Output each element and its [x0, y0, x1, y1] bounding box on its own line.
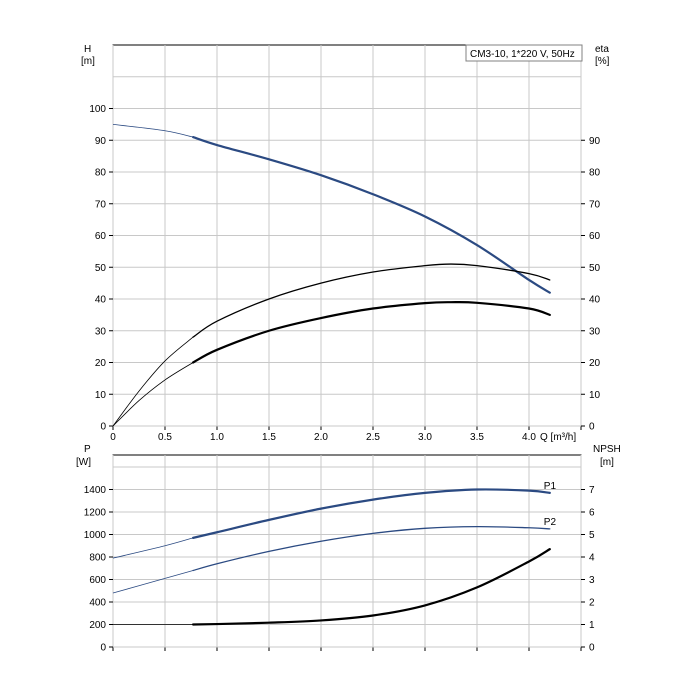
top-right-tick-label: 90	[589, 136, 601, 147]
bottom-left-tick-label: 0	[100, 643, 106, 654]
bottom-left-tick-label: 1400	[84, 485, 107, 496]
bottom-axis-titles: P [W] NPSH [m]	[76, 444, 621, 468]
bottom-left-axis-unit: [W]	[76, 457, 91, 468]
top-left-tick-label: 80	[95, 168, 107, 179]
bottom-right-tick-label: 3	[589, 575, 595, 586]
x-tick-label: 4.0	[522, 432, 536, 443]
x-tick-label: 0	[110, 432, 116, 443]
top-right-tick-label: 60	[589, 231, 601, 242]
legend-box-frame	[465, 44, 583, 62]
top-right-tick-label: 20	[589, 358, 601, 369]
legend-box: CM3-10, 1*220 V, 50Hz	[465, 44, 583, 62]
x-tick-label: 3.5	[470, 432, 484, 443]
bottom-p2-curve-extended	[112, 570, 194, 594]
bottom-right-tick-label: 6	[589, 508, 595, 519]
top-right-tick-label: 50	[589, 263, 601, 274]
top-left-tick-label: 50	[95, 263, 107, 274]
bottom-left-tick-label: 1000	[84, 530, 107, 541]
top-left-axis-label: H	[84, 44, 91, 55]
top-right-tick-label: 40	[589, 295, 601, 306]
bottom-p2-curve	[192, 525, 551, 572]
top-left-tick-label: 30	[95, 326, 107, 337]
top-eta1-curve	[192, 263, 551, 338]
x-tick-label: 1.0	[210, 432, 224, 443]
top-left-tick-label: 90	[95, 136, 107, 147]
bottom-right-tick-label: 2	[589, 598, 595, 609]
x-tick-label: 3.0	[418, 432, 432, 443]
bottom-left-tick-label: 1200	[84, 508, 107, 519]
series-label-p1: P1	[544, 481, 557, 492]
top-chart: 0 0.5 1.0 1.5 2.0 2.5 3.0 3.5 4.0 0 10 20 30 40 50 60 70…	[89, 44, 601, 443]
top-left-axis-unit: [m]	[81, 56, 95, 67]
series-label-p2: P2	[544, 517, 557, 528]
bottom-right-axis-unit: [m]	[600, 457, 614, 468]
x-tick-label: 0.5	[158, 432, 172, 443]
top-h-curve	[191, 135, 551, 294]
top-right-tick-label: 0	[589, 422, 595, 433]
top-right-tick-label: 30	[589, 326, 601, 337]
top-h-curve-extended	[112, 123, 194, 138]
top-left-tick-label: 20	[95, 358, 107, 369]
x-tick-label: 2.0	[314, 432, 328, 443]
bottom-p1-curve-extended	[112, 537, 194, 559]
bottom-left-axis-label: P	[84, 444, 91, 455]
top-left-tick-label: 40	[95, 295, 107, 306]
top-left-tick-label: 70	[95, 199, 107, 210]
bottom-right-tick-label: 7	[589, 485, 595, 496]
bottom-right-tick-label: 4	[589, 553, 595, 564]
bottom-right-tick-label: 5	[589, 530, 595, 541]
bottom-left-tick-label: 600	[89, 575, 106, 586]
x-tick-label: 1.5	[262, 432, 276, 443]
bottom-right-axis-label: NPSH	[593, 444, 621, 455]
top-axis-titles: H [m] eta [%] Q [m³/h]	[81, 44, 610, 443]
top-right-tick-label: 10	[589, 390, 601, 401]
bottom-left-tick-label: 800	[89, 553, 106, 564]
bottom-left-tick-label: 400	[89, 598, 106, 609]
top-right-tick-label: 80	[589, 168, 601, 179]
bottom-right-tick-label: 1	[589, 620, 595, 631]
x-tick-label: 2.5	[366, 432, 380, 443]
top-eta1-curve-extended	[112, 336, 194, 427]
top-right-axis-unit: [%]	[595, 56, 610, 67]
bottom-left-tick-label: 200	[89, 620, 106, 631]
top-left-tick-label: 10	[95, 390, 107, 401]
top-left-tick-label: 100	[89, 104, 106, 115]
legend-box-text: CM3-10, 1*220 V, 50Hz	[470, 49, 575, 60]
bottom-p1-curve	[191, 488, 551, 539]
bottom-right-tick-label: 0	[589, 643, 595, 654]
top-right-axis-label: eta	[595, 44, 609, 55]
bottom-chart: 0 200 400 600 800 1000 1200 1400 0 1 2 3 4 5 6 7 P1 P2	[84, 454, 595, 654]
top-left-tick-label: 60	[95, 231, 107, 242]
top-eta2-curve	[191, 300, 551, 364]
top-eta2-curve-extended	[112, 362, 194, 427]
bottom-npsh-curve	[191, 548, 551, 626]
top-right-tick-label: 70	[589, 199, 601, 210]
x-axis-unit: Q [m³/h]	[540, 432, 576, 443]
top-left-tick-label: 0	[100, 422, 106, 433]
